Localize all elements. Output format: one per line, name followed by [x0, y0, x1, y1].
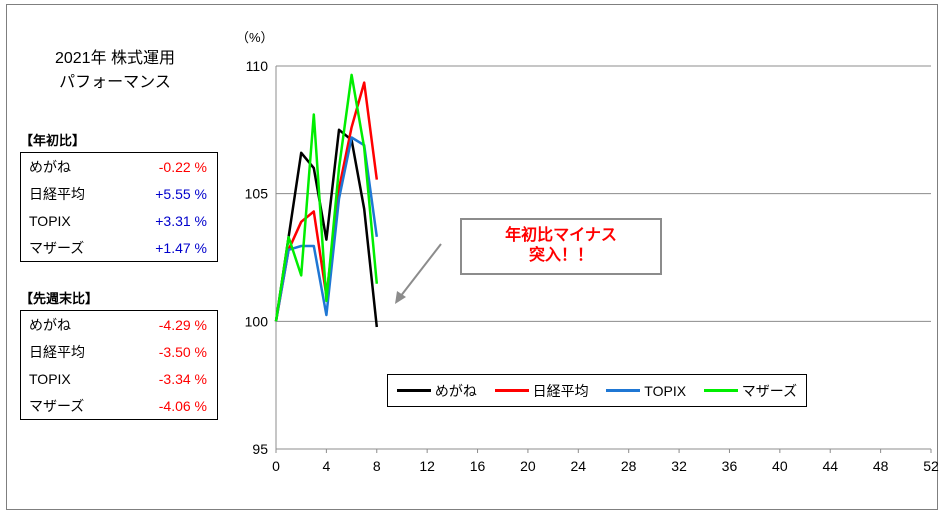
y-tick-label: 105	[245, 186, 269, 202]
ytd-section-label: 【年初比】	[20, 133, 86, 148]
legend-item-topix: TOPIX	[606, 383, 686, 399]
ytd-value: -0.22 %	[158, 158, 207, 175]
legend-swatch	[606, 389, 641, 392]
wow-value: -4.29 %	[158, 316, 207, 333]
x-tick-label: 12	[419, 458, 435, 474]
wow-name: 日経平均	[29, 343, 85, 360]
legend-item-mothers: マザーズ	[703, 381, 798, 401]
legend-label: 日経平均	[532, 382, 589, 399]
chart-title-line1: 2021年 株式運用	[54, 50, 176, 67]
chart-legend: めがね 日経平均 TOPIX マザーズ	[387, 374, 807, 407]
legend-label: めがね	[434, 382, 477, 399]
ytd-name: マザーズ	[29, 239, 85, 256]
ytd-value: +1.47 %	[155, 239, 207, 256]
wow-value: -3.34 %	[158, 370, 207, 387]
x-tick-label: 36	[722, 458, 738, 474]
legend-label: マザーズ	[741, 382, 798, 399]
ytd-value: +3.31 %	[155, 212, 207, 229]
legend-label: TOPIX	[644, 382, 687, 399]
ytd-row-nikkei: 日経平均 +5.55 %	[21, 180, 217, 207]
x-tick-label: 4	[322, 458, 330, 474]
arrow-head	[395, 291, 406, 304]
y-tick-label: 100	[245, 313, 269, 329]
ytd-name: 日経平均	[29, 185, 85, 202]
wow-section-label: 【先週末比】	[20, 291, 99, 306]
legend-swatch	[396, 389, 431, 392]
x-tick-label: 16	[470, 458, 486, 474]
x-tick-label: 20	[520, 458, 536, 474]
x-tick-label: 44	[822, 458, 838, 474]
x-axis-unit-label: （週）	[937, 458, 944, 474]
axes: 951001051100481216202428323640444852（%）（…	[236, 30, 944, 474]
ytd-row-mothers: マザーズ +1.47 %	[21, 234, 217, 261]
x-tick-label: 48	[873, 458, 889, 474]
y-axis-unit-label: （%）	[236, 30, 274, 45]
annotation-callout: 年初比マイナス 突入！！	[460, 218, 662, 275]
annotation-line2: 突入！！	[528, 247, 593, 264]
x-tick-label: 32	[671, 458, 687, 474]
x-tick-label: 0	[272, 458, 280, 474]
wow-row-megane: めがね -4.29 %	[21, 311, 217, 338]
legend-swatch	[494, 389, 529, 392]
y-tick-label: 110	[246, 58, 269, 74]
wow-row-mothers: マザーズ -4.06 %	[21, 392, 217, 419]
wow-name: TOPIX	[29, 370, 71, 387]
y-tick-label: 95	[252, 441, 268, 457]
chart-title-line2: パフォーマンス	[59, 74, 171, 91]
wow-name: めがね	[29, 316, 71, 333]
ytd-value: +5.55 %	[155, 185, 207, 202]
x-tick-label: 8	[373, 458, 381, 474]
annotation-arrow	[395, 243, 442, 304]
ytd-name: TOPIX	[29, 212, 71, 229]
wow-name: マザーズ	[29, 397, 85, 414]
wow-value: -4.06 %	[158, 397, 207, 414]
arrow-shaft	[399, 243, 442, 298]
wow-table: めがね -4.29 % 日経平均 -3.50 % TOPIX -3.34 % マ…	[20, 310, 218, 420]
x-tick-label: 28	[621, 458, 637, 474]
ytd-row-megane: めがね -0.22 %	[21, 153, 217, 180]
wow-value: -3.50 %	[158, 343, 207, 360]
ytd-row-topix: TOPIX +3.31 %	[21, 207, 217, 234]
series-line-0	[274, 128, 379, 328]
series-line-3	[274, 73, 379, 322]
ytd-name: めがね	[29, 158, 71, 175]
series-lines	[274, 73, 379, 328]
wow-row-nikkei: 日経平均 -3.50 %	[21, 338, 217, 365]
legend-item-megane: めがね	[396, 381, 477, 401]
wow-row-topix: TOPIX -3.34 %	[21, 365, 217, 392]
ytd-table: めがね -0.22 % 日経平均 +5.55 % TOPIX +3.31 % マ…	[20, 152, 218, 262]
legend-item-nikkei: 日経平均	[494, 381, 589, 401]
x-tick-label: 40	[772, 458, 788, 474]
x-tick-label: 52	[923, 458, 939, 474]
legend-swatch	[703, 389, 738, 392]
x-tick-label: 24	[571, 458, 587, 474]
annotation-line1: 年初比マイナス	[505, 227, 617, 244]
